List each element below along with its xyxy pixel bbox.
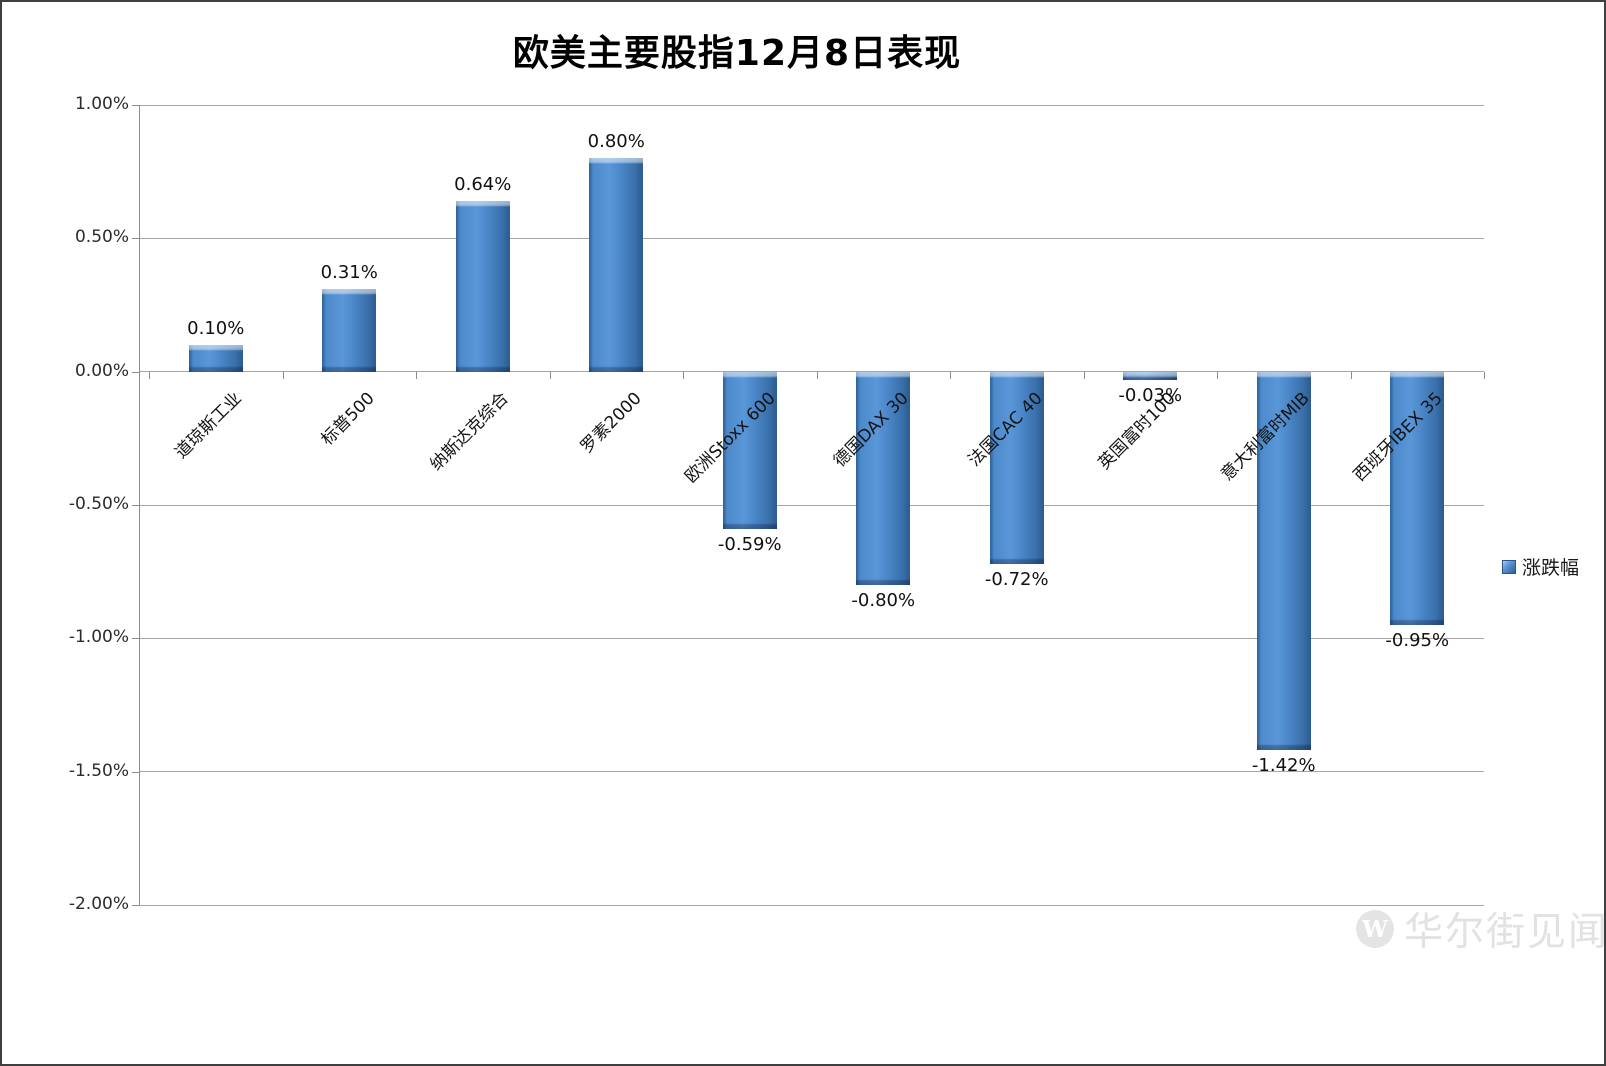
category-label: 罗素2000 (577, 388, 646, 457)
chart-bar (989, 371, 1044, 564)
y-axis-label: 0.50% (74, 227, 129, 248)
y-axis-tick (132, 105, 139, 106)
x-axis-tick (416, 371, 417, 379)
category-label: 纳斯达克综合 (426, 388, 513, 475)
gridline (139, 904, 1484, 906)
y-axis-label: 1.00% (74, 94, 129, 114)
bar-value-label: 0.10% (187, 318, 245, 339)
bar-value-label: -0.59% (717, 534, 782, 555)
x-axis-tick (282, 371, 284, 379)
category-label: 标普500 (317, 388, 379, 450)
y-axis-line (139, 105, 140, 905)
y-axis-tick (132, 238, 139, 240)
bar-value-label: -0.80% (851, 590, 916, 611)
legend-label: 涨跌幅 (1522, 557, 1580, 579)
chart-bar (1390, 371, 1445, 625)
chart-bar (589, 158, 644, 372)
chart-bar (856, 371, 911, 585)
chart-bar (455, 201, 510, 372)
x-axis-tick (950, 371, 951, 379)
y-axis-tick (132, 505, 139, 506)
chart-bar (1123, 371, 1178, 380)
chart-bar (188, 345, 243, 372)
bar-value-label: -0.03% (1118, 384, 1183, 406)
y-axis-label: -2.00% (68, 894, 129, 914)
chart-title: 欧美主要股指12月8日表现 (512, 33, 962, 74)
x-axis-tick (1217, 371, 1218, 379)
chart-bar (1256, 371, 1311, 751)
gridline (139, 104, 1484, 106)
x-axis-tick (816, 371, 818, 379)
y-axis-tick (132, 771, 139, 773)
y-axis-tick (132, 371, 139, 373)
bar-value-label: 0.64% (454, 174, 512, 195)
y-axis-label: 0.00% (74, 360, 129, 381)
bar-value-label: -0.95% (1385, 630, 1450, 651)
x-axis-tick (549, 371, 551, 379)
bar-value-label: -0.72% (984, 568, 1049, 590)
bar-value-label: 0.31% (320, 262, 378, 283)
chart-bar (322, 289, 377, 372)
gridline (139, 371, 1484, 373)
x-axis-tick (1083, 371, 1085, 379)
legend: 涨跌幅 (1502, 553, 1579, 580)
gridline (139, 237, 1484, 239)
watermark-logo-icon: W (1356, 910, 1394, 948)
gridline (139, 637, 1484, 639)
x-axis-tick (149, 371, 150, 379)
gridline (139, 771, 1484, 773)
y-axis-label: -0.50% (68, 494, 129, 514)
watermark-text: 华尔街见闻 (1404, 910, 1606, 955)
chart-bar (722, 371, 777, 529)
legend-swatch-icon (1502, 559, 1516, 574)
y-axis-label: -1.00% (68, 627, 129, 648)
y-axis-label: -1.50% (68, 760, 129, 781)
bar-value-label: -1.42% (1251, 755, 1316, 777)
gridline (139, 504, 1484, 506)
x-axis-tick (1350, 371, 1352, 379)
y-axis-tick (132, 638, 139, 640)
x-axis-tick (683, 371, 684, 379)
watermark: W 华尔街见闻 (1356, 901, 1606, 957)
x-axis-tick (1484, 371, 1485, 379)
y-axis-tick (132, 905, 139, 906)
category-label: 道琼斯工业 (171, 388, 246, 463)
bar-value-label: 0.80% (587, 131, 645, 153)
